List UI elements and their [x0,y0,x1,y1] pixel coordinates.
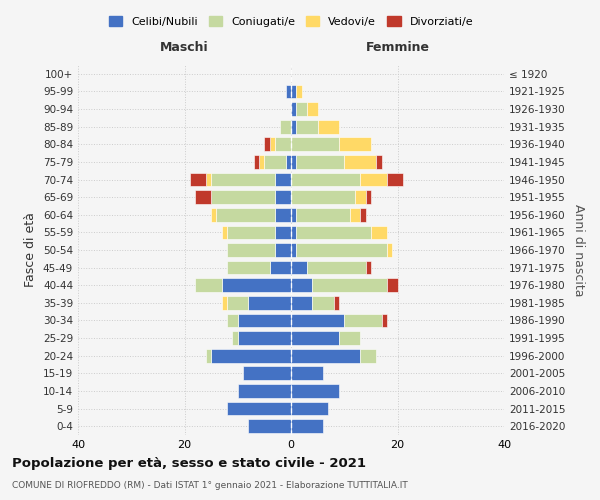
Bar [265,138,270,151]
Bar [275,190,291,204]
Bar [344,314,382,328]
Bar [190,172,206,186]
Bar [339,331,360,345]
Bar [291,84,296,98]
Text: Femmine: Femmine [365,42,430,54]
Bar [360,172,387,186]
Bar [291,208,296,222]
Bar [334,296,339,310]
Bar [217,208,275,222]
Bar [350,208,360,222]
Bar [275,226,291,239]
Text: COMUNE DI RIOFREDDO (RM) - Dati ISTAT 1° gennaio 2021 - Elaborazione TUTTITALIA.: COMUNE DI RIOFREDDO (RM) - Dati ISTAT 1°… [12,481,408,490]
Bar [291,260,307,274]
Bar [296,208,350,222]
Bar [291,138,339,151]
Bar [291,296,313,310]
Bar [227,226,275,239]
Bar [227,243,275,257]
Bar [355,190,365,204]
Legend: Celibi/Nubili, Coniugati/e, Vedovi/e, Divorziati/e: Celibi/Nubili, Coniugati/e, Vedovi/e, Di… [104,12,478,31]
Bar [238,331,291,345]
Bar [291,155,296,169]
Bar [313,278,387,292]
Bar [296,155,344,169]
Bar [296,84,302,98]
Bar [275,208,291,222]
Bar [280,120,291,134]
Bar [211,208,217,222]
Bar [291,243,296,257]
Bar [291,331,339,345]
Bar [232,331,238,345]
Bar [227,260,270,274]
Bar [206,172,211,186]
Bar [291,349,360,362]
Text: Popolazione per età, sesso e stato civile - 2021: Popolazione per età, sesso e stato civil… [12,458,366,470]
Bar [291,366,323,380]
Bar [211,172,275,186]
Bar [365,260,371,274]
Bar [291,314,344,328]
Bar [307,260,365,274]
Bar [317,120,339,134]
Bar [360,208,365,222]
Bar [227,296,248,310]
Bar [270,138,275,151]
Bar [387,278,398,292]
Bar [275,243,291,257]
Bar [291,420,323,433]
Bar [365,190,371,204]
Bar [222,296,227,310]
Bar [211,190,275,204]
Bar [259,155,265,169]
Text: Maschi: Maschi [160,42,209,54]
Bar [286,84,291,98]
Bar [286,155,291,169]
Bar [248,420,291,433]
Bar [248,296,291,310]
Bar [238,314,291,328]
Bar [387,243,392,257]
Bar [222,278,291,292]
Bar [291,190,355,204]
Bar [222,226,227,239]
Bar [195,278,222,292]
Bar [211,349,291,362]
Bar [387,172,403,186]
Bar [265,155,286,169]
Bar [254,155,259,169]
Bar [371,226,387,239]
Bar [339,138,371,151]
Bar [275,172,291,186]
Bar [344,155,376,169]
Bar [291,402,328,415]
Bar [296,243,387,257]
Bar [227,314,238,328]
Bar [238,384,291,398]
Bar [270,260,291,274]
Bar [243,366,291,380]
Bar [291,384,339,398]
Y-axis label: Fasce di età: Fasce di età [25,212,37,288]
Bar [291,226,296,239]
Bar [291,120,296,134]
Bar [291,278,313,292]
Bar [296,226,371,239]
Bar [275,138,291,151]
Bar [296,102,307,116]
Bar [360,349,376,362]
Bar [291,172,360,186]
Bar [296,120,317,134]
Bar [313,296,334,310]
Y-axis label: Anni di nascita: Anni di nascita [572,204,585,296]
Bar [291,102,296,116]
Bar [376,155,382,169]
Bar [206,349,211,362]
Bar [307,102,317,116]
Bar [195,190,211,204]
Bar [382,314,387,328]
Bar [227,402,291,415]
